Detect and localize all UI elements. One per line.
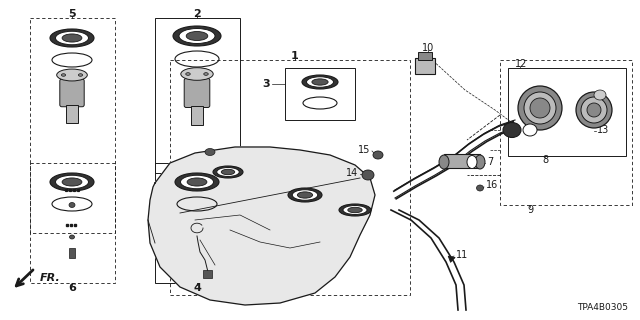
Text: 6: 6 xyxy=(68,283,76,293)
Ellipse shape xyxy=(348,207,362,213)
Bar xyxy=(170,60,410,295)
Ellipse shape xyxy=(205,148,215,156)
Ellipse shape xyxy=(587,103,601,117)
Ellipse shape xyxy=(56,31,88,45)
Text: 13: 13 xyxy=(597,125,609,135)
Ellipse shape xyxy=(439,155,449,169)
Ellipse shape xyxy=(204,73,208,75)
Ellipse shape xyxy=(173,26,221,46)
Bar xyxy=(66,105,78,124)
Polygon shape xyxy=(148,147,375,305)
Ellipse shape xyxy=(594,90,606,100)
Text: 12: 12 xyxy=(515,59,527,69)
Ellipse shape xyxy=(221,169,235,175)
Bar xyxy=(444,154,480,168)
Text: 11: 11 xyxy=(456,250,468,260)
Ellipse shape xyxy=(298,192,313,198)
Text: TPA4B0305: TPA4B0305 xyxy=(577,303,628,313)
Ellipse shape xyxy=(78,74,83,76)
Text: 1: 1 xyxy=(291,51,299,61)
Ellipse shape xyxy=(50,29,94,47)
Ellipse shape xyxy=(50,173,94,191)
Text: 8: 8 xyxy=(542,155,548,165)
Ellipse shape xyxy=(186,73,190,75)
Bar xyxy=(30,18,115,233)
FancyBboxPatch shape xyxy=(60,79,84,107)
Ellipse shape xyxy=(175,173,219,191)
Ellipse shape xyxy=(62,178,82,186)
Ellipse shape xyxy=(186,31,208,41)
Ellipse shape xyxy=(475,155,485,169)
Ellipse shape xyxy=(503,123,521,138)
Text: 4: 4 xyxy=(193,283,201,293)
Ellipse shape xyxy=(288,188,322,202)
Ellipse shape xyxy=(373,151,383,159)
Ellipse shape xyxy=(339,204,371,216)
Text: 10: 10 xyxy=(422,43,434,53)
Ellipse shape xyxy=(181,68,213,80)
Bar xyxy=(155,163,240,283)
Text: 14: 14 xyxy=(346,168,358,178)
Text: 7: 7 xyxy=(487,157,493,167)
Bar xyxy=(203,270,212,278)
Bar xyxy=(69,248,75,258)
Ellipse shape xyxy=(180,175,214,189)
Bar xyxy=(418,52,432,60)
Ellipse shape xyxy=(477,185,483,191)
Text: FR.: FR. xyxy=(40,273,61,283)
Ellipse shape xyxy=(362,170,374,180)
Text: 16: 16 xyxy=(486,180,499,190)
Ellipse shape xyxy=(523,124,537,136)
Text: 5: 5 xyxy=(68,9,76,19)
Ellipse shape xyxy=(56,175,88,189)
FancyArrowPatch shape xyxy=(448,256,455,262)
Ellipse shape xyxy=(312,79,328,85)
Ellipse shape xyxy=(70,235,74,239)
Ellipse shape xyxy=(292,190,317,200)
Ellipse shape xyxy=(213,166,243,178)
Ellipse shape xyxy=(576,92,612,128)
Bar xyxy=(155,18,240,173)
Ellipse shape xyxy=(581,97,607,123)
Ellipse shape xyxy=(57,69,87,81)
Ellipse shape xyxy=(530,98,550,118)
Ellipse shape xyxy=(61,74,66,76)
Bar xyxy=(500,60,632,205)
Ellipse shape xyxy=(518,86,562,130)
Ellipse shape xyxy=(467,156,477,169)
Ellipse shape xyxy=(179,28,215,44)
Bar xyxy=(415,58,435,74)
Bar xyxy=(508,68,626,156)
FancyBboxPatch shape xyxy=(184,78,210,108)
Ellipse shape xyxy=(62,34,82,42)
Ellipse shape xyxy=(217,167,239,177)
Text: 9: 9 xyxy=(527,205,533,215)
Ellipse shape xyxy=(524,92,556,124)
Text: 15: 15 xyxy=(358,145,370,155)
Bar xyxy=(191,106,204,125)
Bar xyxy=(30,163,115,283)
Text: 3: 3 xyxy=(262,79,270,89)
Ellipse shape xyxy=(187,178,207,186)
Ellipse shape xyxy=(343,205,367,214)
Text: 2: 2 xyxy=(193,9,201,19)
Ellipse shape xyxy=(307,77,333,87)
Ellipse shape xyxy=(69,203,75,207)
Bar xyxy=(285,68,355,120)
Ellipse shape xyxy=(302,75,338,89)
